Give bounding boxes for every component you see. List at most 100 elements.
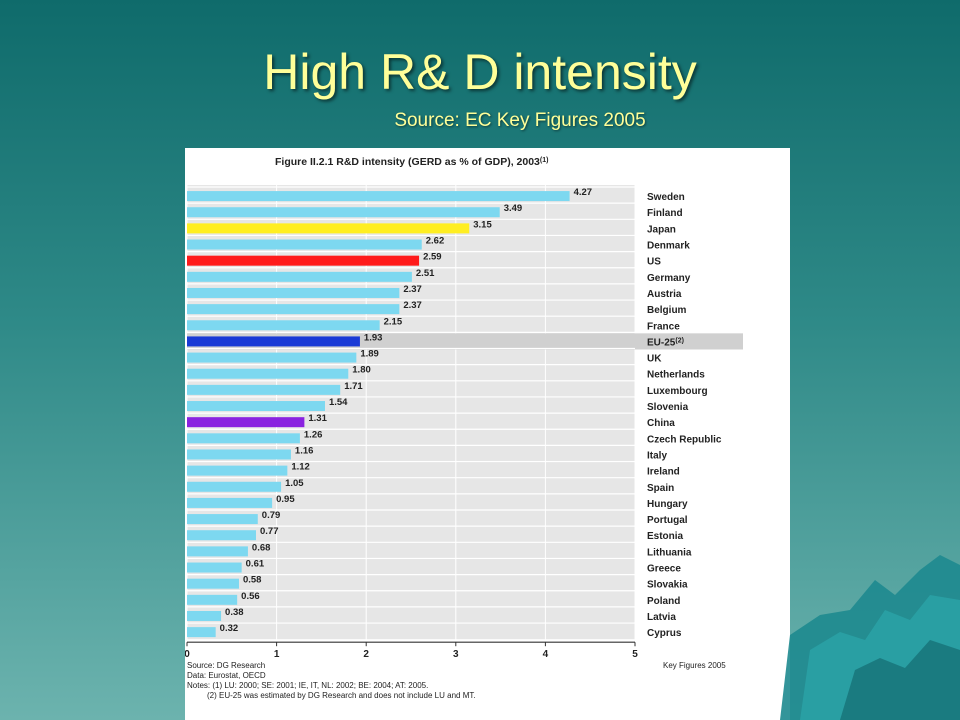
- slide-subtitle: Source: EC Key Figures 2005: [394, 110, 646, 131]
- category-label: EU-25(2): [647, 337, 684, 348]
- chart-title: Figure II.2.1 R&D intensity (GERD as % o…: [275, 156, 548, 168]
- bar-poland: [187, 594, 238, 605]
- bar-japan: [187, 223, 470, 234]
- category-label: Slovakia: [647, 580, 688, 591]
- bar-hungary: [187, 497, 273, 508]
- x-tick-label: 5: [632, 649, 638, 660]
- bar-greece: [187, 562, 242, 573]
- bar-luxembourg: [187, 384, 341, 395]
- x-tick-label: 3: [453, 649, 459, 660]
- data-label: 3.49: [504, 203, 522, 214]
- category-label: Luxembourg: [647, 386, 708, 397]
- data-label: 0.77: [260, 526, 279, 537]
- slide-title: High R& D intensity: [263, 44, 697, 100]
- bar-portugal: [187, 514, 258, 525]
- figure-notes-1: Notes: (1) LU: 2000; SE: 2001; IE, IT, N…: [187, 681, 428, 690]
- bar-latvia: [187, 610, 222, 621]
- category-label: US: [647, 257, 661, 268]
- figure-key-figures: Key Figures 2005: [663, 661, 726, 670]
- category-label: Sweden: [647, 192, 685, 203]
- data-label: 0.32: [220, 623, 239, 634]
- category-label: Latvia: [647, 612, 676, 623]
- data-label: 0.95: [276, 494, 295, 505]
- data-label: 2.62: [426, 236, 445, 247]
- data-label: 1.12: [291, 462, 310, 473]
- category-label: Slovenia: [647, 402, 689, 413]
- bar-austria: [187, 287, 400, 298]
- bar-sweden: [187, 191, 570, 202]
- category-label: Ireland: [647, 467, 680, 478]
- category-label: Netherlands: [647, 370, 705, 381]
- data-label: 2.15: [384, 316, 403, 327]
- plot-area: 4.27 Sweden 3.49 Finland 3.15 Japan 2.62 Denmar…: [185, 185, 743, 660]
- category-label: Czech Republic: [647, 434, 722, 445]
- category-label: China: [647, 418, 675, 429]
- x-tick-label: 4: [543, 649, 549, 660]
- data-label: 1.31: [308, 413, 327, 424]
- data-label: 0.68: [252, 542, 271, 553]
- bar-finland: [187, 207, 500, 218]
- category-label: Hungary: [647, 499, 688, 510]
- bar-denmark: [187, 239, 422, 250]
- bar-eu-25: [187, 336, 360, 347]
- bar-uk: [187, 352, 357, 363]
- data-label: 2.37: [403, 284, 422, 295]
- iceberg-decoration: [780, 555, 960, 720]
- x-tick-label: 2: [363, 649, 369, 660]
- category-label: France: [647, 321, 680, 332]
- data-label: 1.26: [304, 429, 323, 440]
- bar-lithuania: [187, 546, 248, 557]
- category-label: Estonia: [647, 531, 684, 542]
- bar-italy: [187, 449, 291, 460]
- category-label: Cyprus: [647, 628, 682, 639]
- data-label: 0.79: [262, 510, 281, 521]
- data-label: 1.71: [344, 381, 363, 392]
- bar-estonia: [187, 530, 256, 541]
- figure-data-source: Data: Eurostat, OECD: [187, 671, 266, 680]
- category-label: Denmark: [647, 241, 690, 252]
- category-label: Spain: [647, 483, 674, 494]
- category-label: Germany: [647, 273, 691, 284]
- figure-panel: Figure II.2.1 R&D intensity (GERD as % o…: [185, 148, 790, 720]
- data-label: 1.89: [360, 349, 379, 360]
- figure-source: Source: DG Research: [187, 661, 265, 670]
- data-label: 1.93: [364, 332, 383, 343]
- data-label: 1.16: [295, 445, 314, 456]
- category-label: Austria: [647, 289, 682, 300]
- data-label: 0.61: [246, 559, 265, 570]
- data-label: 2.37: [403, 300, 422, 311]
- bar-germany: [187, 271, 412, 282]
- data-label: 1.80: [352, 365, 371, 376]
- data-label: 1.05: [285, 478, 304, 489]
- bar-slovakia: [187, 578, 239, 589]
- category-label: Belgium: [647, 305, 687, 316]
- x-tick-label: 1: [274, 649, 280, 660]
- figure-notes-2: (2) EU-25 was estimated by DG Research a…: [207, 691, 476, 700]
- bar-netherlands: [187, 368, 349, 379]
- x-tick-label: 0: [185, 649, 190, 660]
- bar-us: [187, 255, 420, 266]
- bar-czech-republic: [187, 433, 300, 444]
- data-label: 0.58: [243, 575, 262, 586]
- category-label: Greece: [647, 564, 681, 575]
- data-label: 4.27: [574, 187, 593, 198]
- data-label: 1.54: [329, 397, 348, 408]
- data-label: 0.56: [241, 591, 260, 602]
- bar-slovenia: [187, 401, 325, 412]
- category-label: Italy: [647, 450, 667, 461]
- category-label: Finland: [647, 208, 683, 219]
- plot-background: [187, 185, 635, 640]
- data-label: 3.15: [473, 219, 492, 230]
- data-label: 0.38: [225, 607, 244, 618]
- bar-cyprus: [187, 627, 216, 638]
- bar-belgium: [187, 304, 400, 315]
- category-label: Poland: [647, 596, 680, 607]
- rd-intensity-chart: Figure II.2.1 R&D intensity (GERD as % o…: [185, 156, 743, 700]
- category-label: UK: [647, 354, 662, 365]
- category-label: Lithuania: [647, 547, 692, 558]
- category-label: Japan: [647, 224, 676, 235]
- bar-spain: [187, 481, 282, 492]
- category-label: Portugal: [647, 515, 688, 526]
- bar-ireland: [187, 465, 288, 476]
- bar-china: [187, 417, 305, 428]
